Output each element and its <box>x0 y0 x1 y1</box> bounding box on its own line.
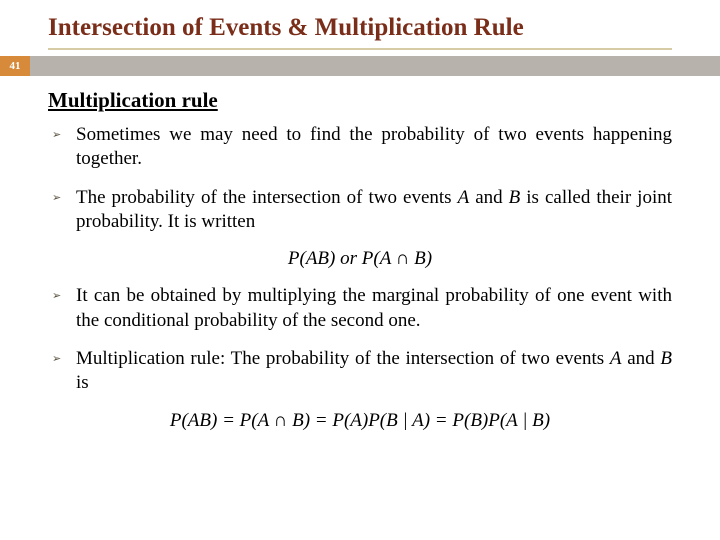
formula: P(AB) = P(A ∩ B) = P(A)P(B | A) = P(B)P(… <box>48 410 672 432</box>
slide-title: Intersection of Events & Multiplication … <box>0 14 720 48</box>
bullet-arrow-icon: ➢ <box>52 289 61 303</box>
bullet-text: Sometimes we may need to find the probab… <box>76 124 672 169</box>
bullet-text: The probability of the intersection of t… <box>76 187 672 232</box>
subheading: Multiplication rule <box>48 88 672 113</box>
list-item: ➢ Multiplication rule: The probability o… <box>48 347 672 396</box>
bullet-text: It can be obtained by multiplying the ma… <box>76 285 672 330</box>
list-item: ➢ Sometimes we may need to find the prob… <box>48 123 672 172</box>
content-area: Multiplication rule ➢ Sometimes we may n… <box>0 76 720 432</box>
formula: P(AB) or P(A ∩ B) <box>48 248 672 270</box>
title-underline <box>48 48 672 50</box>
list-item: ➢ The probability of the intersection of… <box>48 186 672 235</box>
page-number-box: 41 <box>0 56 30 76</box>
bullet-list: ➢ It can be obtained by multiplying the … <box>48 284 672 395</box>
list-item: ➢ It can be obtained by multiplying the … <box>48 284 672 333</box>
gray-bar <box>30 56 720 76</box>
bullet-arrow-icon: ➢ <box>52 128 61 142</box>
bullet-arrow-icon: ➢ <box>52 352 61 366</box>
bullet-arrow-icon: ➢ <box>52 191 61 205</box>
bullet-text: Multiplication rule: The probability of … <box>76 348 672 393</box>
bullet-list: ➢ Sometimes we may need to find the prob… <box>48 123 672 234</box>
page-bar: 41 <box>0 56 720 76</box>
slide: Intersection of Events & Multiplication … <box>0 0 720 540</box>
